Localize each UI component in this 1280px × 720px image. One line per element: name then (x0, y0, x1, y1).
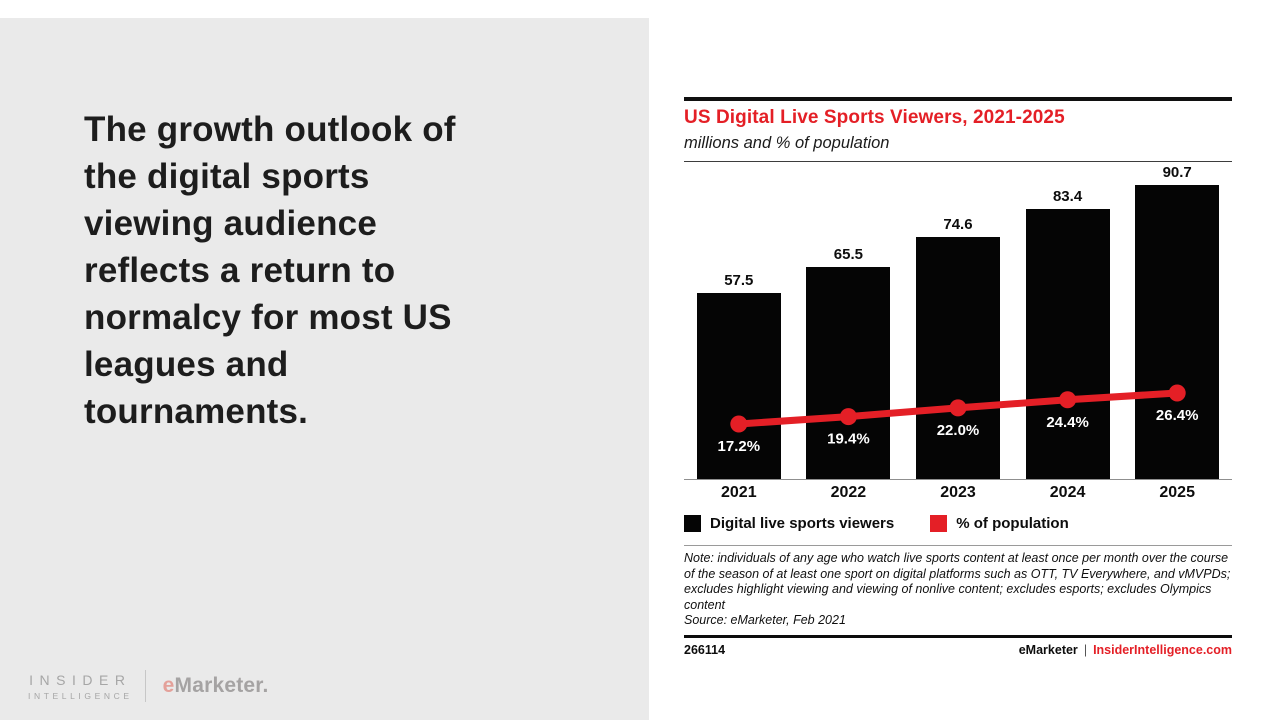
legend-label-population: % of population (956, 514, 1069, 532)
chart-subtitle-rule (684, 161, 1232, 162)
bar-column-2022: 65.5 (794, 163, 904, 479)
plot-area: 57.5 65.5 74.6 83.4 90.7 17.2% 19.4% 22.0%… (684, 163, 1232, 479)
brand-divider (144, 670, 146, 702)
left-text-panel: The growth outlook of the digital sports… (0, 18, 649, 720)
chart-subtitle: millions and % of population (684, 134, 890, 152)
emarketer-logo: eMarketer. (163, 674, 269, 698)
chart-footer: 266114 eMarketer | InsiderIntelligence.c… (684, 643, 1232, 657)
intelligence-wordmark: INTELLIGENCE (28, 690, 133, 701)
emarketer-logo-e: e (162, 674, 175, 697)
bar-value-label: 57.5 (724, 271, 754, 289)
insider-intelligence-logo: INSIDER INTELLIGENCE (28, 672, 133, 701)
chart-top-rule (684, 97, 1232, 101)
legend-swatch-population (930, 514, 948, 532)
bar-column-2021: 57.5 (684, 163, 794, 479)
x-tick-2023: 2023 (940, 483, 976, 501)
chart-id: 266114 (684, 642, 726, 657)
emarketer-logo-rest: Marketer. (174, 674, 269, 697)
bar-2025 (1135, 185, 1220, 479)
bar-columns: 57.5 65.5 74.6 83.4 90.7 (684, 163, 1232, 479)
chart-note: Note: individuals of any age who watch l… (684, 551, 1231, 612)
brand-footer: INSIDER INTELLIGENCE eMarketer. (28, 670, 269, 702)
footer-separator: | (1083, 642, 1088, 657)
bar-column-2023: 74.6 (903, 163, 1013, 479)
x-tick-2025: 2025 (1159, 483, 1195, 501)
x-tick-2024: 2024 (1049, 483, 1086, 501)
bar-value-label: 65.5 (833, 245, 863, 263)
bar-value-label: 74.6 (943, 216, 973, 234)
insider-wordmark: INSIDER (29, 671, 132, 688)
bar-value-label: 90.7 (1162, 164, 1192, 181)
bar-column-2024: 83.4 (1013, 163, 1123, 479)
footer-emarketer-wordmark: eMarketer (1018, 642, 1078, 657)
slide-headline: The growth outlook of the digital sports… (84, 110, 456, 431)
chart-title: US Digital Live Sports Viewers, 2021-202… (684, 107, 1065, 128)
chart-panel: US Digital Live Sports Viewers, 2021-202… (684, 97, 1232, 657)
legend-item-population: % of population (930, 514, 1069, 532)
legend-item-viewers: Digital live sports viewers (684, 514, 895, 532)
bar-2021 (696, 292, 781, 479)
bar-value-label: 83.4 (1052, 187, 1083, 205)
x-tick-2021: 2021 (721, 483, 757, 501)
legend-divider-rule (684, 545, 1232, 546)
footer-rule (684, 634, 1232, 638)
chart-legend: Digital live sports viewers % of populat… (684, 514, 1232, 532)
bar-column-2025: 90.7 (1122, 163, 1232, 479)
legend-swatch-viewers (684, 514, 701, 532)
chart-note-block: Note: individuals of any age who watch l… (684, 551, 1232, 629)
bar-2023 (915, 237, 1000, 479)
footer-branding: eMarketer | InsiderIntelligence.com (1019, 643, 1232, 657)
x-tick-2022: 2022 (830, 483, 867, 501)
insider-intelligence-link[interactable]: InsiderIntelligence.com (1093, 642, 1232, 657)
x-axis: 2021 2022 2023 2024 2025 (684, 479, 1232, 505)
bar-2024 (1025, 208, 1110, 479)
bar-2022 (806, 266, 891, 479)
chart-source: Source: eMarketer, Feb 2021 (684, 613, 846, 627)
legend-label-viewers: Digital live sports viewers (710, 514, 895, 532)
